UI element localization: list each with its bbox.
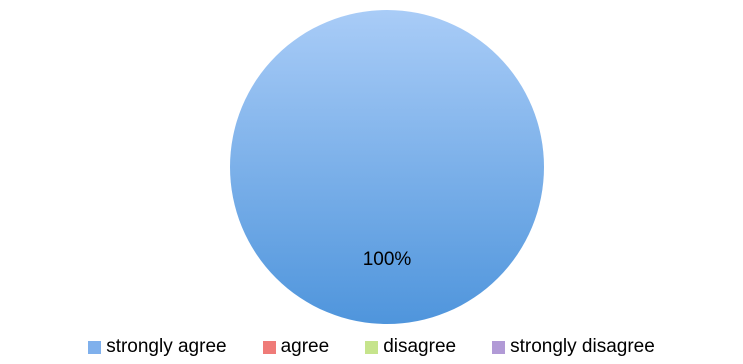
legend-label: disagree <box>383 336 457 357</box>
pie-data-label: 100% <box>363 249 412 270</box>
legend: strongly agree agree disagree strongly d… <box>0 334 743 360</box>
pie-data-labels: 100% <box>363 249 412 270</box>
legend-item-disagree: disagree <box>365 336 456 358</box>
legend-item-strongly-disagree: strongly disagree <box>492 336 655 358</box>
pie-slices <box>230 10 544 324</box>
legend-swatch <box>262 340 276 354</box>
legend-label: strongly disagree <box>510 336 655 357</box>
legend-item-agree: agree <box>262 336 330 358</box>
legend-label: strongly agree <box>106 336 227 357</box>
pie-chart: 100% <box>230 10 544 324</box>
legend-item-strongly-agree: strongly agree <box>88 336 227 358</box>
legend-swatch <box>365 340 379 354</box>
legend-swatch <box>492 340 506 354</box>
legend-swatch <box>88 340 102 354</box>
pie-slice-strongly-agree <box>230 10 544 324</box>
legend-label: agree <box>280 336 330 357</box>
